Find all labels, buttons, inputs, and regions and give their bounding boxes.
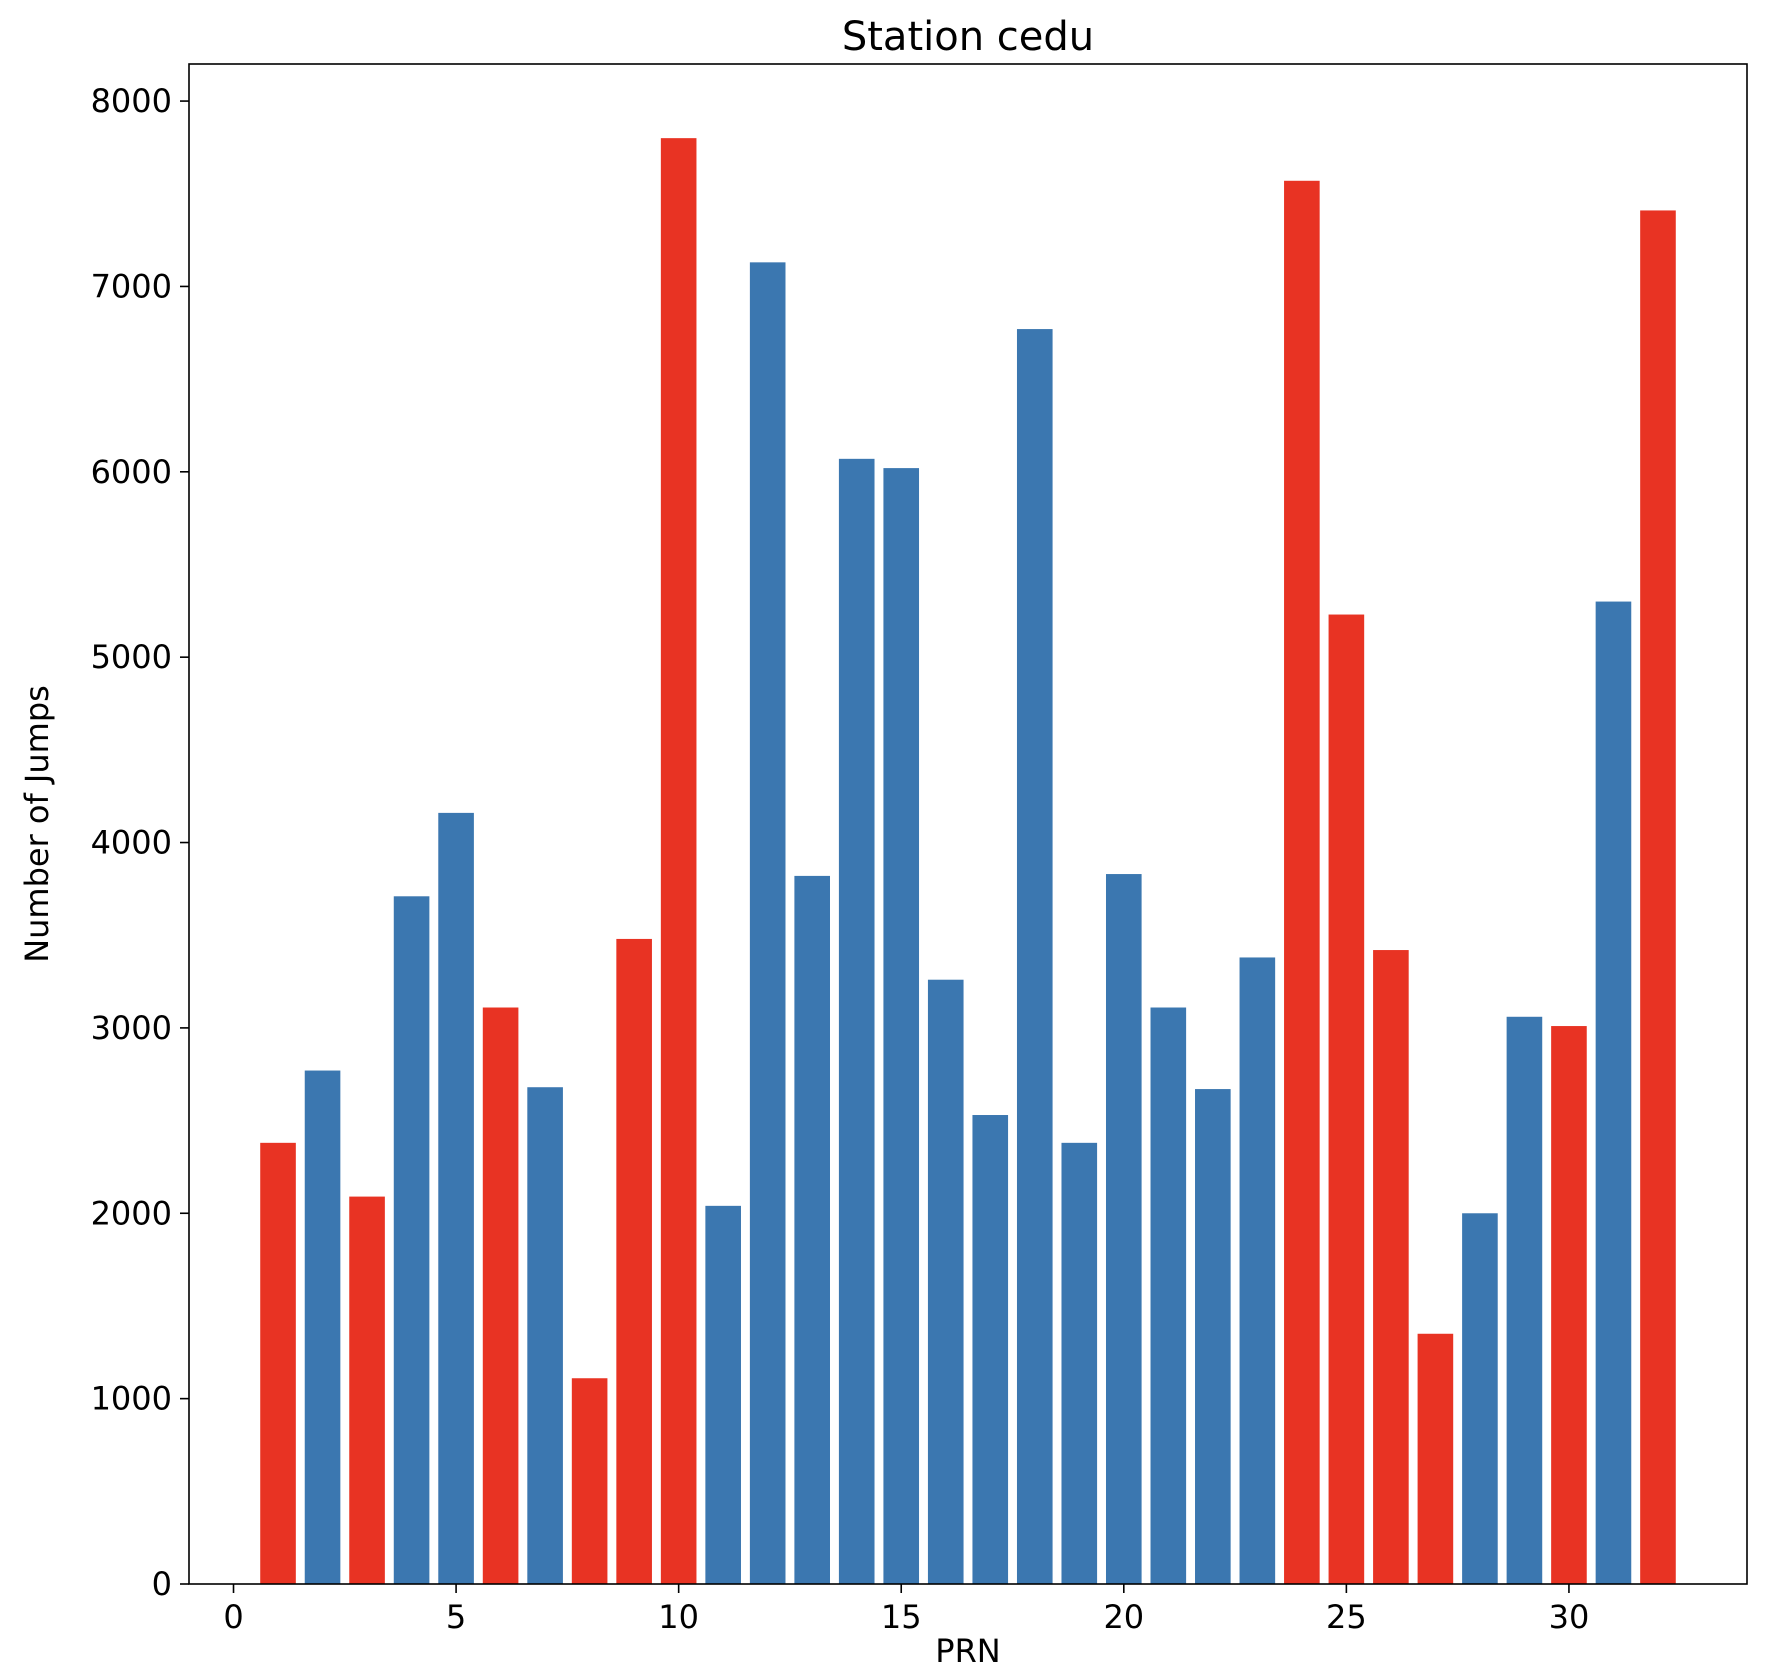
bar-prn-15 <box>883 468 920 1585</box>
bar-prn-20 <box>1105 874 1142 1584</box>
y-tick-label: 4000 <box>91 824 172 862</box>
bar-prn-28 <box>1462 1213 1498 1584</box>
y-tick-label: 8000 <box>91 82 172 120</box>
y-tick-label: 1000 <box>91 1380 172 1418</box>
bar-prn-26 <box>1373 950 1409 1584</box>
bar-prn-5 <box>438 812 474 1584</box>
y-tick-label: 0 <box>152 1565 172 1603</box>
chart-title: Station cedu <box>842 14 1094 60</box>
bar-prn-25 <box>1328 614 1365 1584</box>
plot-frame <box>188 63 1748 1585</box>
x-tick-label: 10 <box>658 1598 699 1636</box>
bar-prn-24 <box>1284 180 1320 1584</box>
bar-prn-18 <box>1016 329 1053 1584</box>
bar-prn-3 <box>349 1196 385 1584</box>
bar-prn-14 <box>838 458 875 1585</box>
bar-prn-8 <box>571 1378 608 1584</box>
bar-prn-4 <box>393 896 430 1584</box>
bar-prn-12 <box>749 262 786 1585</box>
bar-prn-9 <box>616 938 652 1584</box>
x-tick-label: 5 <box>446 1598 466 1636</box>
y-tick-label: 3000 <box>91 1009 172 1047</box>
bar-prn-23 <box>1239 957 1276 1584</box>
bar-prn-22 <box>1195 1089 1231 1584</box>
x-tick-label: 20 <box>1103 1598 1144 1636</box>
bar-prn-6 <box>482 1007 519 1584</box>
bar-prn-30 <box>1551 1026 1587 1584</box>
x-axis-title: PRN <box>935 1632 1000 1670</box>
y-axis-title: Number of Jumps <box>18 685 56 963</box>
bar-prn-7 <box>527 1087 563 1584</box>
y-tick-label: 7000 <box>91 267 172 305</box>
bar-prn-31 <box>1595 601 1632 1584</box>
y-axis: 0 1000 2000 3000 4000 5000 6000 7000 8000 <box>91 82 189 1603</box>
bar-prn-19 <box>1061 1142 1098 1584</box>
bar-prn-27 <box>1417 1333 1454 1584</box>
bar-prn-21 <box>1150 1007 1187 1584</box>
bar-prn-29 <box>1506 1016 1543 1584</box>
bar-prn-10 <box>660 138 697 1584</box>
bar-prn-2 <box>304 1070 341 1584</box>
y-tick-label: 6000 <box>91 453 172 491</box>
bar-prn-16 <box>927 979 964 1584</box>
x-tick-label: 15 <box>881 1598 922 1636</box>
x-axis: 0 5 10 15 20 25 30 <box>223 1584 1589 1636</box>
y-tick-label: 5000 <box>91 638 172 676</box>
x-tick-label: 30 <box>1549 1598 1590 1636</box>
bar-prn-32 <box>1640 210 1676 1585</box>
bar-prn-11 <box>705 1205 741 1584</box>
x-tick-label: 25 <box>1326 1598 1367 1636</box>
bar-prn-13 <box>794 875 830 1584</box>
bar-prn-17 <box>972 1115 1009 1584</box>
y-tick-label: 2000 <box>91 1194 172 1232</box>
x-tick-label: 0 <box>223 1598 243 1636</box>
bars <box>260 138 1676 1585</box>
bar-prn-1 <box>260 1142 296 1584</box>
